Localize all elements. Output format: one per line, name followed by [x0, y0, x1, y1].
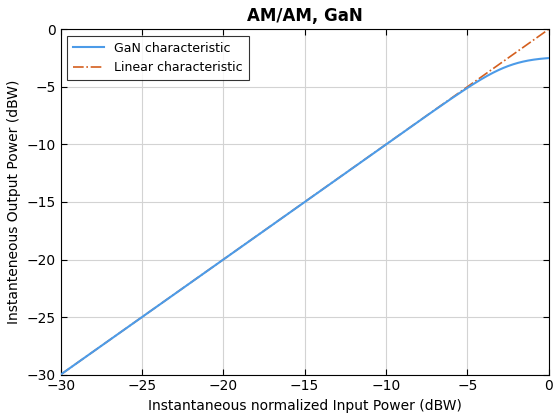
GaN characteristic	[531, 57, 538, 62]
Title: AM/AM, GaN: AM/AM, GaN	[247, 7, 362, 25]
GaN characteristic	[282, 213, 288, 218]
Line: GaN characteristic: GaN characteristic	[60, 58, 549, 375]
GaN characteristic	[57, 372, 64, 377]
Legend: GaN characteristic, Linear characteristic: GaN characteristic, Linear characteristi…	[67, 36, 249, 80]
GaN characteristic	[295, 204, 301, 209]
GaN characteristic	[531, 57, 538, 62]
Y-axis label: Instanteneous Output Power (dBW): Instanteneous Output Power (dBW)	[7, 80, 21, 324]
GaN characteristic	[441, 100, 448, 105]
X-axis label: Instantaneous normalized Input Power (dBW): Instantaneous normalized Input Power (dB…	[148, 399, 461, 413]
GaN characteristic	[545, 55, 552, 60]
GaN characteristic	[82, 354, 89, 360]
